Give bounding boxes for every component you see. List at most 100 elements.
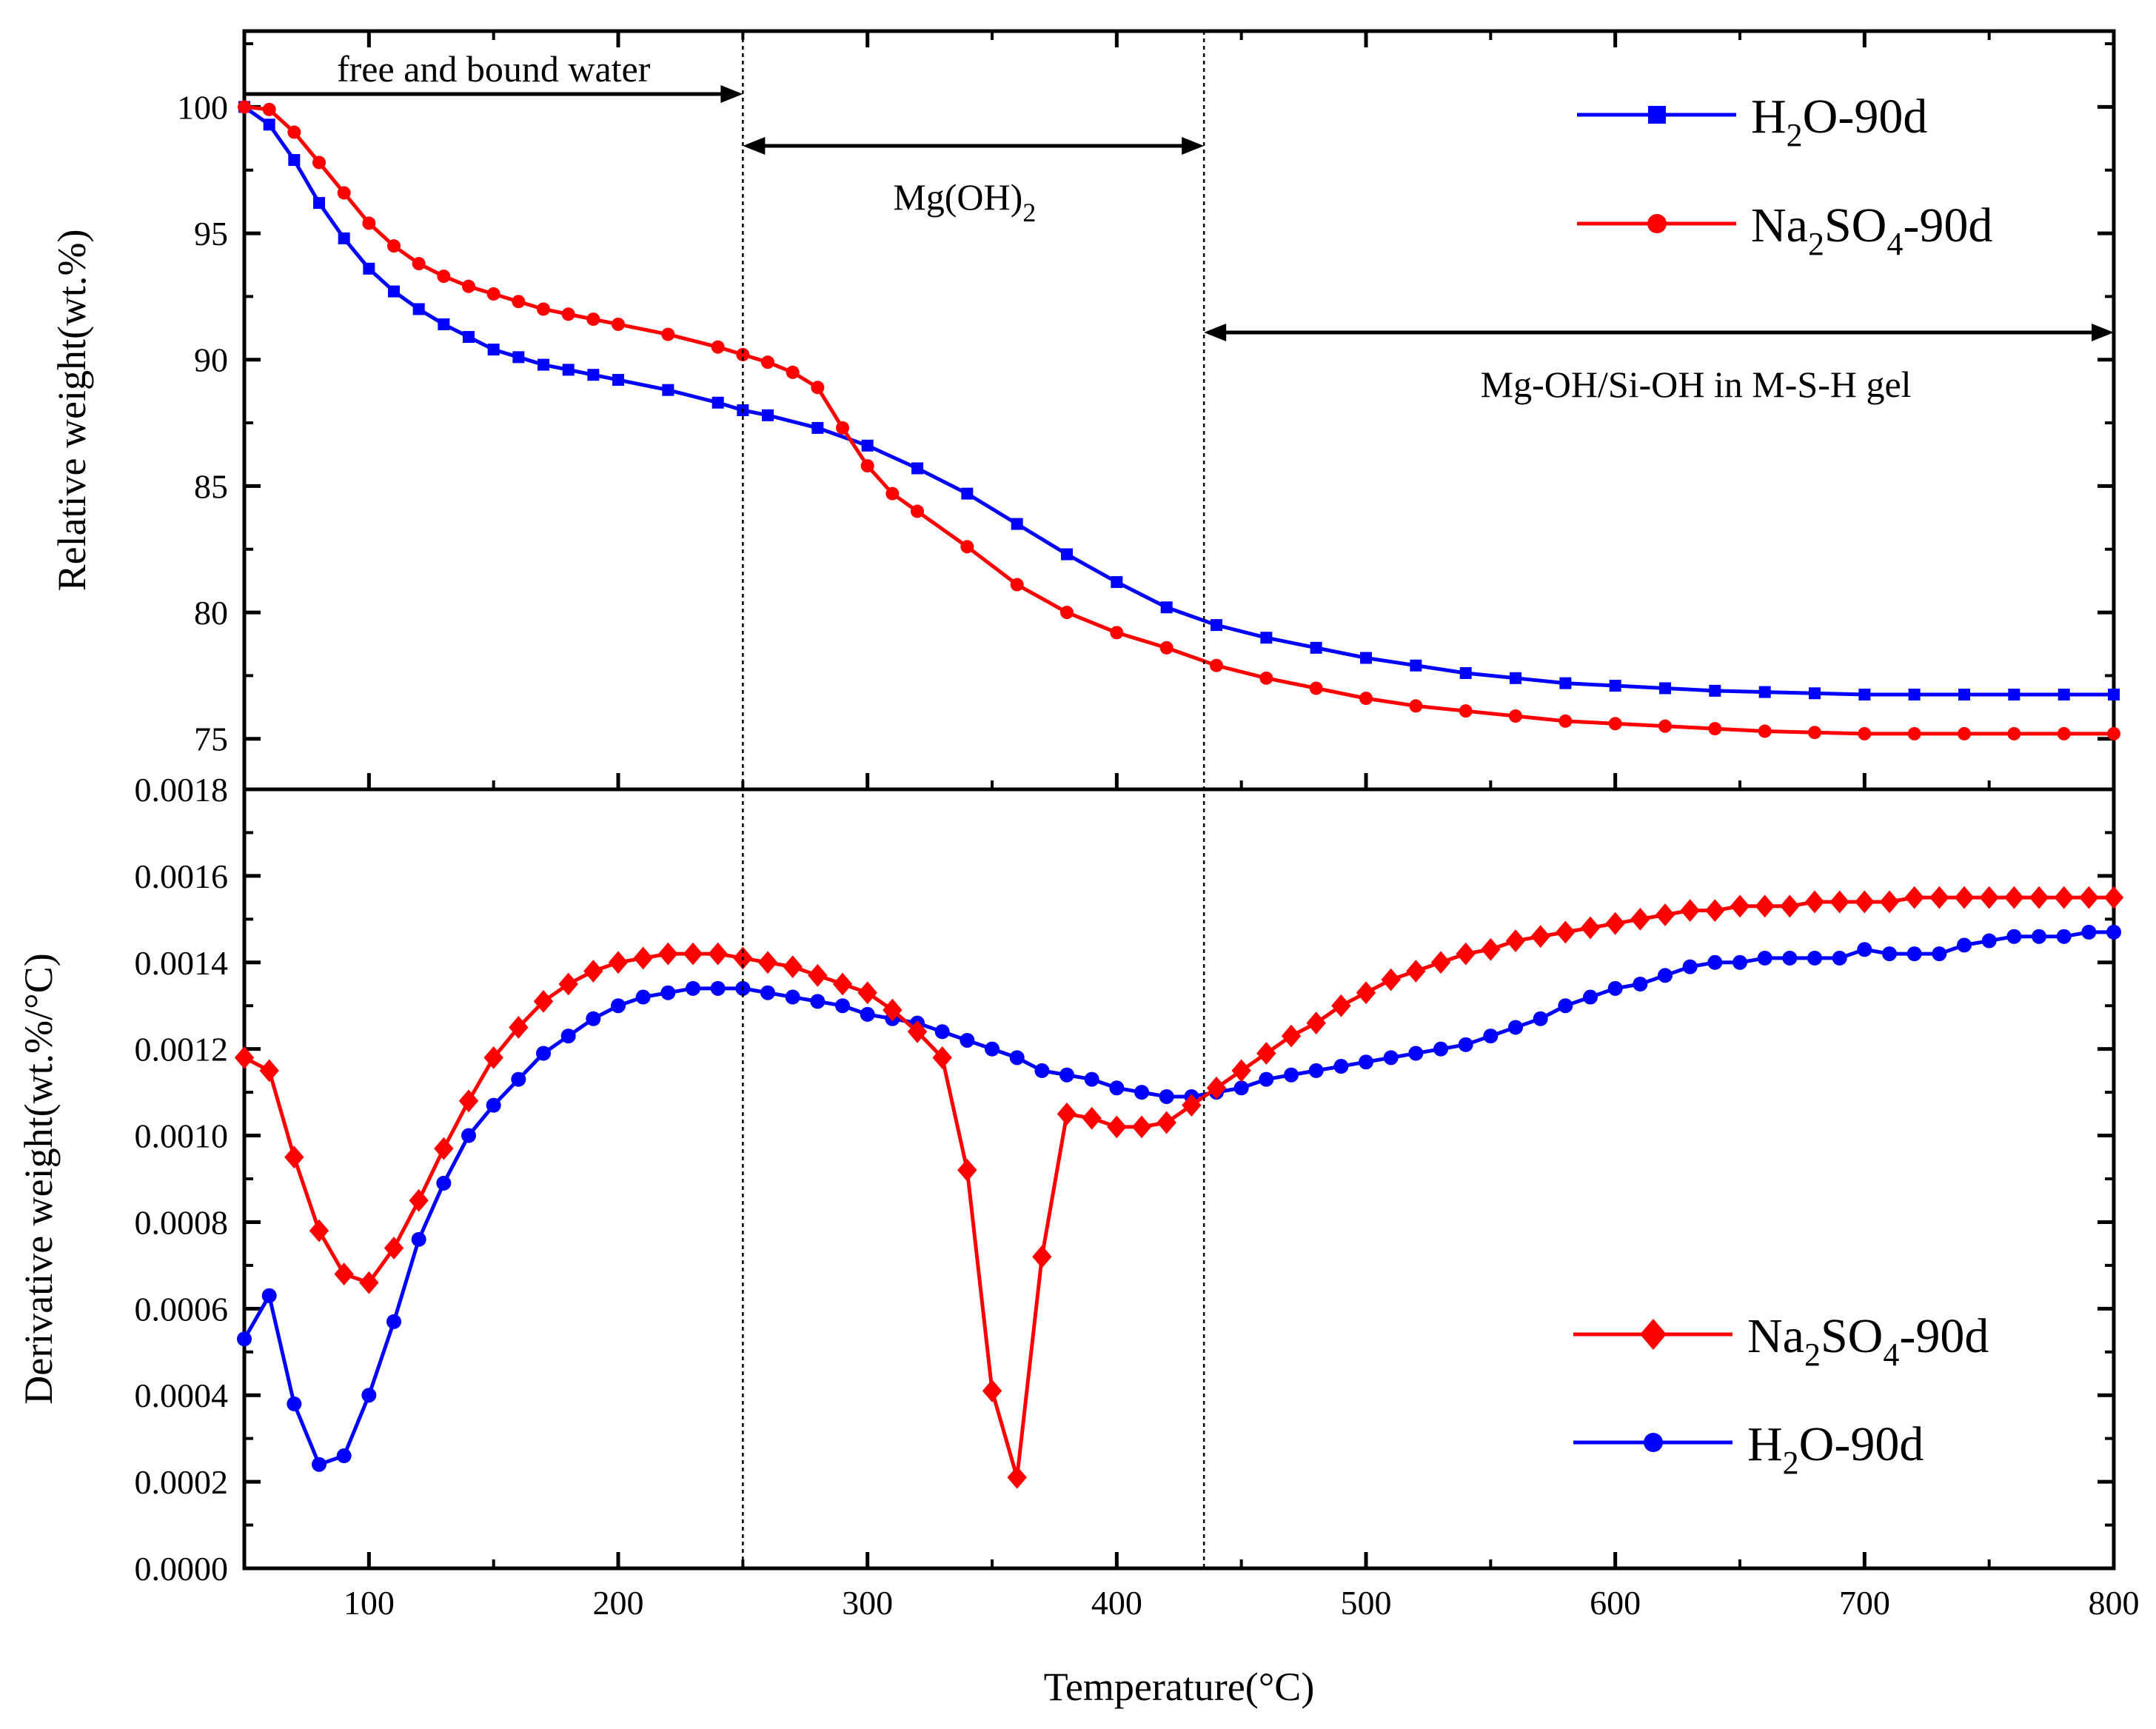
data-point <box>261 1288 277 1303</box>
data-point <box>861 439 874 452</box>
data-point <box>2057 726 2071 740</box>
data-point <box>259 1059 279 1083</box>
data-point <box>810 994 826 1009</box>
data-point <box>1510 672 1521 684</box>
data-point <box>386 1314 401 1329</box>
data-point <box>263 118 275 131</box>
data-point <box>1708 722 1722 736</box>
data-point <box>736 347 750 361</box>
data-point <box>2106 924 2121 940</box>
data-point <box>1809 687 1821 700</box>
data-point <box>388 285 400 298</box>
data-point <box>710 980 726 996</box>
data-point <box>287 1396 302 1411</box>
data-point <box>1857 942 1872 957</box>
data-point <box>583 960 603 983</box>
data-point <box>612 374 624 387</box>
data-point <box>960 1032 975 1048</box>
data-point <box>1648 106 1666 124</box>
bottom-y-tick-label: 0.0016 <box>135 857 229 895</box>
data-point <box>2029 886 2049 909</box>
data-point <box>662 384 674 396</box>
x-axis-title: Temperature(°C) <box>1044 1665 1315 1709</box>
data-point <box>486 1097 501 1113</box>
series-h2o-90d <box>238 101 2120 700</box>
data-point <box>1333 1059 1349 1074</box>
data-point <box>1458 1037 1473 1052</box>
data-point <box>761 355 774 369</box>
data-point <box>1459 704 1473 718</box>
data-point <box>1533 1011 1548 1026</box>
data-point <box>1758 724 1772 738</box>
data-point <box>458 1089 479 1113</box>
data-point <box>437 270 451 284</box>
data-point <box>409 1188 429 1212</box>
msh-label: Mg-OH/Si-OH in M-S-H gel <box>1481 364 1912 405</box>
data-point <box>808 963 828 987</box>
top-panel: 75 80 85 90 95 100 Relative weight(wt.%) <box>50 29 2120 792</box>
data-point <box>683 942 703 966</box>
bottom-y-tick-label: 0.0018 <box>135 771 229 809</box>
data-point <box>363 262 375 275</box>
data-point <box>883 998 903 1022</box>
data-point <box>907 1020 928 1043</box>
data-point <box>1709 684 1721 697</box>
data-point <box>1559 714 1573 728</box>
data-point <box>2079 886 2099 909</box>
data-point <box>1855 890 1875 914</box>
data-point <box>1882 946 1897 962</box>
arrow-head <box>1204 324 1227 341</box>
data-point <box>633 946 653 970</box>
free-water-label: free and bound water <box>337 48 651 90</box>
top-y-tick-label: 75 <box>194 720 228 758</box>
data-point <box>860 459 874 473</box>
data-point <box>786 365 800 379</box>
data-point <box>1306 1011 1326 1034</box>
data-point <box>1580 916 1601 940</box>
top-y-axis-title: Relative weight(wt.%) <box>50 230 94 592</box>
bottom-y-tick-label: 0.0010 <box>135 1117 229 1155</box>
data-point <box>658 942 678 966</box>
data-point <box>536 1046 551 1061</box>
mgoh2-sub: 2 <box>1022 198 1036 227</box>
data-point <box>860 1006 875 1022</box>
data-point <box>1156 1111 1176 1134</box>
data-point <box>982 1379 1002 1402</box>
data-point <box>1483 1029 1499 1044</box>
series-na2so4-90d <box>238 100 2120 740</box>
legend-label: H2O-90d <box>1747 1417 1924 1481</box>
data-point <box>1658 968 1673 983</box>
data-point <box>558 972 578 996</box>
data-point <box>1904 886 1924 909</box>
data-point <box>434 1137 454 1160</box>
data-point <box>1509 709 1522 723</box>
bottom-x-tick-label: 300 <box>842 1584 893 1622</box>
data-point <box>1481 937 1501 961</box>
legend-mid: SO <box>1821 1309 1883 1363</box>
data-point <box>2054 886 2074 909</box>
data-point <box>412 303 425 315</box>
data-point <box>234 1046 255 1069</box>
data-point <box>1807 950 1822 966</box>
data-point <box>1957 937 1972 953</box>
data-point <box>1259 671 1273 685</box>
top-y-tick-label: 95 <box>194 215 228 253</box>
data-point <box>1530 925 1550 949</box>
arrow-head <box>2092 324 2114 341</box>
data-point <box>1707 954 1723 970</box>
data-point <box>1409 699 1423 713</box>
data-point <box>362 216 376 230</box>
data-point <box>960 540 974 554</box>
data-point <box>1858 726 1872 740</box>
legend-sub2: 4 <box>1883 1337 1899 1373</box>
data-point <box>1309 681 1323 695</box>
bottom-y-tick-label: 0.0004 <box>135 1377 229 1414</box>
data-point <box>462 279 475 293</box>
data-point <box>336 1448 352 1464</box>
data-point <box>1433 1041 1448 1057</box>
data-point <box>1034 1063 1050 1078</box>
data-point <box>1608 717 1622 731</box>
data-point <box>1640 1319 1667 1350</box>
data-point <box>1206 1076 1227 1100</box>
data-point <box>1134 1085 1149 1100</box>
